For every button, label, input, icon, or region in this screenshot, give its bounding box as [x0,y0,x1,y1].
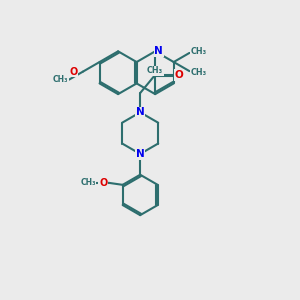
Text: CH₃: CH₃ [53,75,68,84]
Text: CH₃: CH₃ [190,68,206,77]
Text: CH₃: CH₃ [190,47,206,56]
Text: O: O [69,67,77,77]
Text: N: N [154,46,163,56]
Text: CH₃: CH₃ [147,66,163,75]
Text: N: N [136,149,145,159]
Text: N: N [136,107,145,117]
Text: CH₃: CH₃ [80,178,96,187]
Text: O: O [99,178,107,188]
Text: O: O [174,70,183,80]
